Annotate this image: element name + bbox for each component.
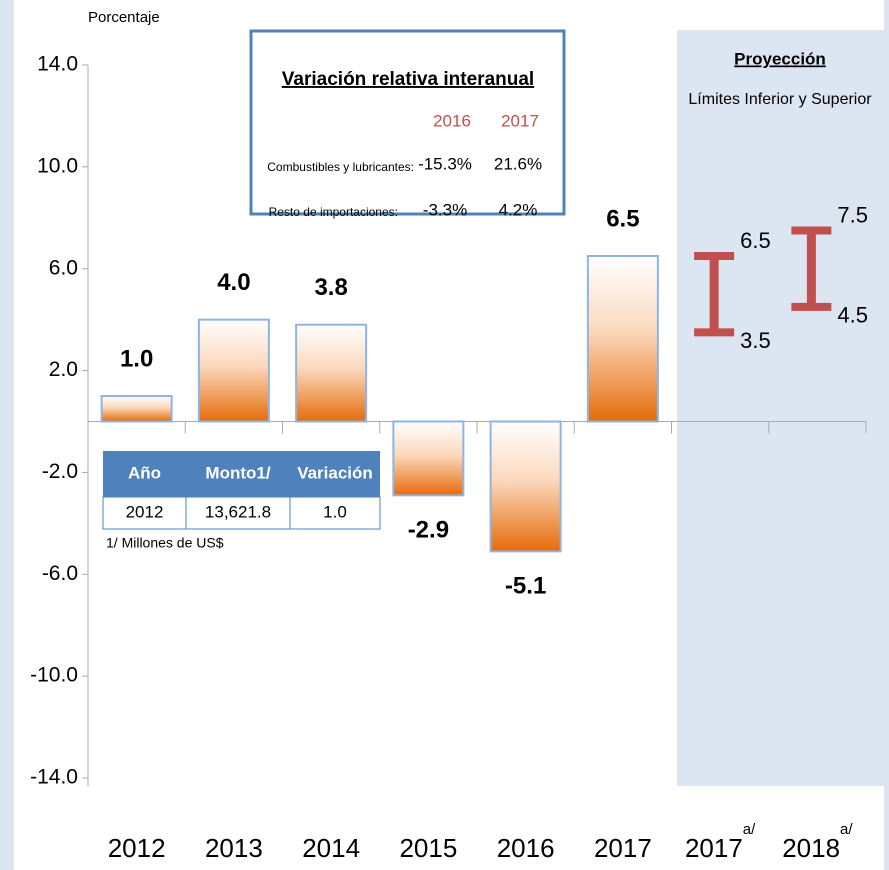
table-header-bg	[103, 451, 380, 497]
table-text: 13,621.8	[205, 502, 271, 521]
range-label: 4.5	[837, 303, 868, 328]
table-cell	[102, 496, 187, 530]
inset-column: 2016	[433, 111, 471, 130]
table-cell	[185, 496, 291, 530]
x-tick-label: 2013	[205, 833, 263, 863]
x-tick-label: 2017	[594, 833, 652, 863]
x-tick-note: a/	[743, 821, 756, 838]
inset-title: Variación relativa interanual	[282, 69, 534, 90]
table-text: 2012	[126, 502, 164, 521]
x-tick-label: 2017a/	[685, 821, 756, 863]
table-header: Monto1/	[205, 463, 270, 482]
value-label: 1.0	[120, 345, 153, 372]
x-tick-label: 2012	[108, 833, 166, 863]
range-label: 6.5	[740, 228, 771, 253]
x-tick-text: 2016	[497, 833, 555, 863]
x-tick-label: 2018a/	[782, 821, 853, 863]
bar	[489, 420, 562, 553]
table-header: Variación	[297, 463, 373, 482]
y-tick-label: 14.0	[37, 53, 78, 76]
bar	[197, 318, 270, 423]
y-axis-label: Porcentaje	[88, 9, 160, 26]
y-tick-label: 6.0	[49, 256, 78, 279]
inset-box	[249, 29, 566, 216]
y-tick-label: -10.0	[30, 664, 78, 687]
y-tick-label: -2.0	[42, 460, 78, 483]
inset-cell: 4.2%	[499, 200, 538, 219]
table-footnote: 1/ Millones de US$	[106, 535, 224, 551]
y-tick-label: -6.0	[42, 562, 78, 585]
table-text: 1.0	[323, 502, 347, 521]
y-tick-label: -14.0	[30, 766, 78, 789]
inset-row-label: Resto de importaciones:	[269, 205, 398, 219]
bar	[586, 254, 659, 423]
x-tick-label: 2016	[497, 833, 555, 863]
value-label: 6.5	[606, 205, 639, 232]
projection-area	[677, 30, 884, 786]
inset-cell: -3.3%	[423, 200, 467, 219]
inset-row-label: Combustibles y lubricantes:	[267, 160, 414, 174]
x-tick-text: 2018	[782, 833, 840, 863]
x-tick-text: 2017	[594, 833, 652, 863]
value-label: -5.1	[505, 573, 546, 600]
table-cell	[289, 496, 381, 530]
x-tick-text: 2012	[108, 833, 166, 863]
y-tick-label: 10.0	[37, 154, 78, 177]
inset-cell: 21.6%	[494, 154, 542, 173]
range-label: 7.5	[837, 202, 868, 227]
x-tick-note: a/	[840, 821, 853, 838]
projection-subtitle: Límites Inferior y Superior	[688, 91, 872, 108]
value-label: -2.9	[408, 517, 449, 544]
value-label: 3.8	[314, 274, 347, 301]
projection-title: Proyección	[734, 49, 826, 68]
inset-column: 2017	[501, 111, 539, 130]
x-tick-text: 2017	[685, 833, 743, 863]
x-tick-text: 2015	[399, 833, 457, 863]
y-tick-label: 2.0	[49, 358, 78, 381]
bar	[392, 420, 465, 497]
bar	[100, 395, 173, 423]
table-header: Año	[128, 463, 161, 482]
x-tick-text: 2013	[205, 833, 263, 863]
x-tick-label: 2015	[399, 833, 457, 863]
x-tick-text: 2014	[302, 833, 360, 863]
inset-cell: -15.3%	[418, 154, 472, 173]
bar	[295, 323, 368, 423]
range-label: 3.5	[740, 328, 771, 353]
x-tick-label: 2014	[302, 833, 360, 863]
value-label: 4.0	[217, 269, 250, 296]
